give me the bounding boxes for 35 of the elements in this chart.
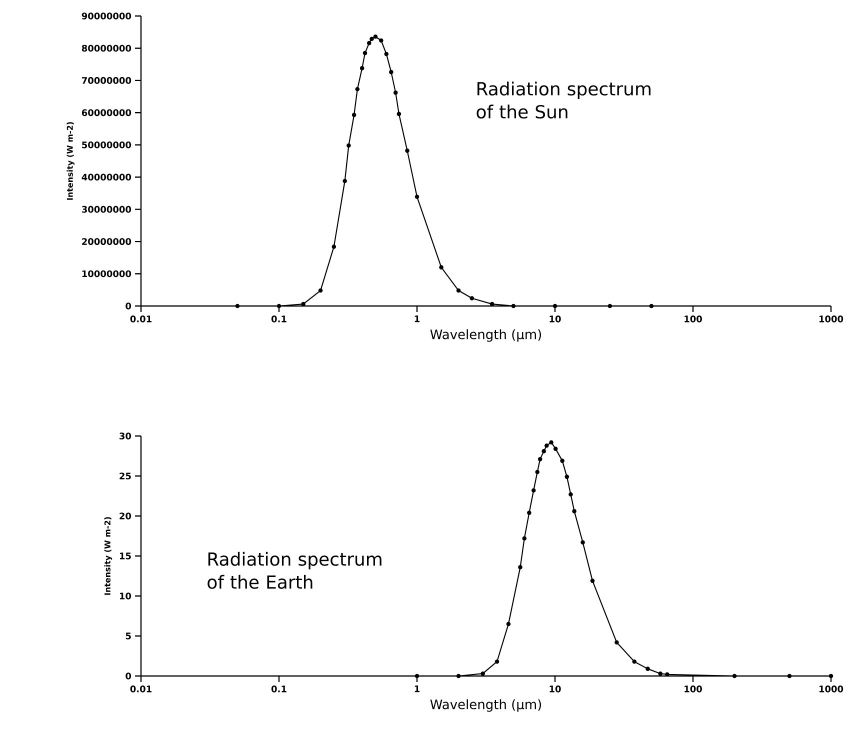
x-tick-label: 10 xyxy=(550,316,561,322)
y-tick-label: 70000000 xyxy=(82,77,132,84)
x-axis-title: Wavelength (μm) xyxy=(430,329,542,342)
y-tick-label: 20000000 xyxy=(82,238,132,245)
annotation: Radiation spectrum of the Earth xyxy=(208,552,382,589)
x-tick-label: 1000 xyxy=(819,686,844,692)
y-tick-label: 0 xyxy=(126,302,132,310)
x-tick-label: 1 xyxy=(414,686,420,692)
x-tick-label: 0.01 xyxy=(130,316,152,322)
y-tick-label: 80000000 xyxy=(82,44,132,52)
x-tick-label: 0.01 xyxy=(130,686,152,692)
y-axis-title: Intensity (W m-2) xyxy=(66,122,74,200)
y-tick-label: 10000000 xyxy=(82,270,132,278)
x-tick-label: 0.1 xyxy=(271,686,286,692)
y-tick-label: 40000000 xyxy=(82,174,132,181)
y-tick-label: 15 xyxy=(120,552,131,560)
y-tick-label: 50000000 xyxy=(82,141,132,148)
x-tick-label: 1000 xyxy=(819,316,844,322)
annotation: Radiation spectrum of the Sun xyxy=(476,82,650,119)
y-tick-label: 90000000 xyxy=(82,12,132,20)
y-tick-label: 60000000 xyxy=(82,109,132,116)
y-tick-label: 20 xyxy=(120,512,132,520)
y-tick-label: 30000000 xyxy=(82,206,132,213)
x-tick-label: 100 xyxy=(684,316,702,322)
x-axis-title: Wavelength (μm) xyxy=(430,699,542,712)
x-tick-label: 10 xyxy=(550,686,561,692)
y-axis-title: Intensity (W m-2) xyxy=(104,517,112,595)
x-tick-label: 1 xyxy=(414,316,420,322)
y-tick-label: 0 xyxy=(126,672,132,680)
x-tick-label: 100 xyxy=(684,686,702,692)
y-tick-label: 10 xyxy=(120,592,132,600)
y-tick-label: 30 xyxy=(120,432,132,440)
y-tick-label: 5 xyxy=(126,632,131,640)
x-tick-label: 0.1 xyxy=(271,316,286,322)
y-tick-label: 25 xyxy=(120,472,131,480)
